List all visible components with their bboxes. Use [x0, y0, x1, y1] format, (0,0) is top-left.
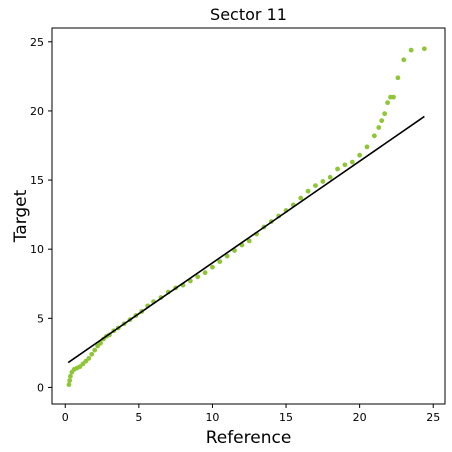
x-tick-label: 20	[353, 411, 367, 424]
data-point	[342, 162, 348, 168]
chart-title: Sector 11	[210, 5, 287, 24]
data-point	[349, 159, 355, 165]
x-tick-label: 25	[426, 411, 440, 424]
data-point	[391, 94, 396, 100]
y-tick-label: 25	[30, 36, 44, 49]
data-point	[217, 259, 223, 265]
data-point	[401, 57, 407, 63]
data-point	[327, 174, 333, 180]
y-tick-label: 0	[37, 381, 44, 394]
data-point	[305, 188, 311, 194]
x-axis-title: Reference	[206, 428, 292, 448]
points-layer	[66, 46, 427, 388]
data-point	[98, 340, 103, 346]
data-point	[379, 118, 385, 124]
data-point	[382, 111, 388, 117]
data-point	[67, 378, 73, 383]
data-point	[385, 100, 390, 106]
data-point	[298, 195, 304, 201]
data-point	[89, 351, 95, 357]
y-axis: 0 5 10 15 20 25	[30, 36, 52, 394]
reference-line	[67, 115, 425, 364]
data-point	[66, 382, 72, 388]
data-point	[246, 238, 252, 244]
data-point	[376, 125, 382, 130]
data-point	[92, 347, 98, 353]
x-tick-label: 5	[135, 411, 142, 424]
data-point	[408, 47, 414, 53]
axes-frame	[51, 27, 446, 405]
data-point	[210, 264, 215, 270]
y-tick-label: 15	[30, 174, 44, 187]
data-point	[86, 355, 92, 361]
y-tick-label: 5	[37, 312, 44, 325]
y-tick-label: 20	[30, 105, 44, 118]
data-point	[224, 253, 230, 259]
data-point	[195, 274, 201, 280]
x-tick-label: 15	[279, 411, 293, 424]
data-point	[371, 133, 377, 139]
x-tick-label: 10	[205, 411, 219, 424]
data-point	[202, 270, 208, 276]
data-point	[320, 179, 326, 184]
x-axis: 0 5 10 15 20 25	[62, 404, 440, 424]
x-tick-label: 0	[62, 411, 69, 424]
y-axis-title: Target	[11, 189, 31, 243]
data-point	[395, 75, 401, 81]
data-point	[335, 166, 340, 172]
plot-area	[51, 27, 446, 405]
data-point	[421, 46, 427, 52]
y-tick-label: 10	[30, 243, 44, 256]
data-point	[357, 152, 363, 158]
data-point	[364, 144, 370, 150]
data-point	[313, 183, 318, 188]
data-point	[67, 373, 73, 379]
